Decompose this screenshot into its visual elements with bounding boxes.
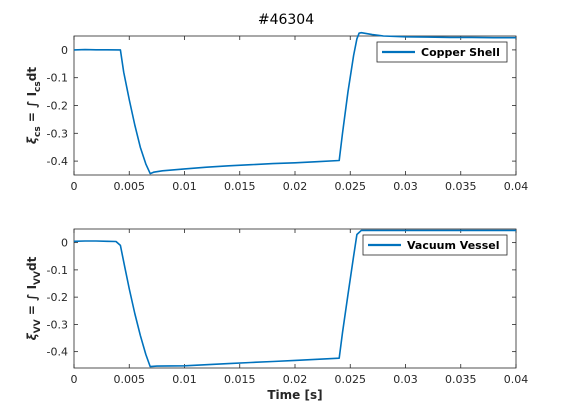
x-tick-label: 0.01 [172, 373, 197, 386]
y-tick-label: -0.3 [47, 318, 68, 331]
y-tick-label: -0.2 [47, 100, 68, 113]
x-tick-label: 0.005 [114, 373, 146, 386]
y-label-part: = ∫ I [25, 285, 39, 319]
legend-box [376, 41, 508, 63]
figure-title: #46304 [258, 12, 314, 28]
y-tick-label: -0.1 [47, 264, 68, 277]
series-line [73, 229, 516, 368]
y-tick-label: -0.4 [47, 155, 68, 168]
x-tick-label: 0 [71, 180, 78, 193]
x-tick-label: 0.01 [172, 180, 197, 193]
y-tick-label: 0 [61, 44, 68, 57]
y-axis-label: ξVV = ∫ IVVdt [25, 256, 43, 340]
y-label-part: dt [25, 256, 39, 271]
legend-box [362, 234, 508, 256]
x-tick-label: 0.005 [114, 180, 146, 193]
y-label-subscript: cs [33, 126, 43, 137]
x-tick-label: 0 [71, 373, 78, 386]
x-tick-label: 0.015 [224, 180, 256, 193]
y-tick-label: -0.1 [47, 72, 68, 85]
x-tick-label: 0.035 [445, 180, 477, 193]
x-tick-label: 0.04 [504, 373, 529, 386]
legend-label: Copper Shell [421, 46, 500, 59]
x-tick-label: 0.03 [393, 373, 418, 386]
y-label-subscript: VV [33, 271, 43, 285]
y-label-subscript: VV [33, 319, 43, 333]
legend-label: Vacuum Vessel [407, 239, 500, 252]
y-label-subscript: cs [33, 81, 43, 92]
y-label-part: ξ [25, 332, 39, 340]
x-tick-label: 0.02 [283, 373, 308, 386]
x-tick-label: 0.03 [393, 180, 418, 193]
y-label-part: ξ [25, 136, 39, 144]
x-tick-label: 0.015 [224, 373, 256, 386]
subplot-2: 0 0.005 0.01 0.015 0.02 0.025 0.03 0.035 0.04 0 -0… [25, 228, 529, 402]
subplot-1: 0 0.005 0.01 0.015 0.02 0.025 0.03 0.035 0.040-0… [25, 31, 529, 193]
x-tick-label: 0.025 [335, 180, 367, 193]
y-label-part: dt [25, 67, 39, 82]
x-tick-label: 0.025 [335, 373, 367, 386]
x-tick-label: 0.02 [283, 180, 308, 193]
series-line [73, 31, 516, 175]
x-tick-label: 0.04 [504, 180, 529, 193]
y-label-part: = ∫ I [25, 92, 39, 126]
y-tick-label: 0 [61, 237, 68, 250]
y-tick-label: -0.3 [47, 127, 68, 140]
x-axis-label: Time [s] [267, 388, 322, 402]
y-tick-label: -0.2 [47, 291, 68, 304]
y-tick-label: -0.4 [47, 346, 68, 359]
x-tick-label: 0.035 [445, 373, 477, 386]
y-axis-label: ξcs = ∫ Icsdt [25, 67, 43, 144]
